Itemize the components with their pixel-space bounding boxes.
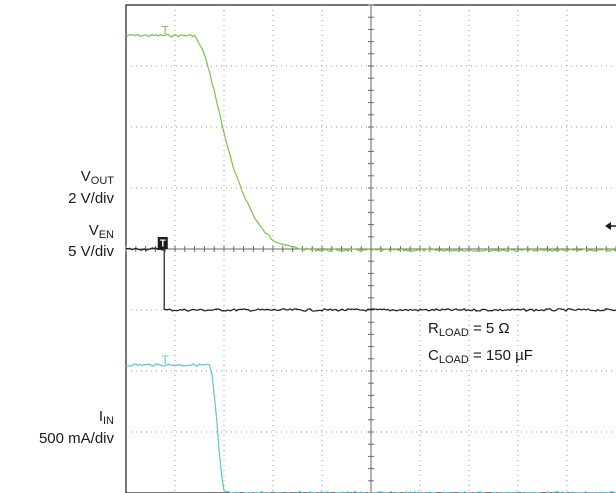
trigger-marker-ven [157,237,168,249]
c-load-annotation: CLOAD = 150 µF [428,347,533,366]
trigger-marker-label: T [160,239,166,250]
ven-label: VEN [88,222,114,241]
trigger-level-arrow-icon [605,222,611,230]
trace-vout [125,33,616,253]
vout-scale: 2 V/div [68,190,114,207]
grid [125,4,616,493]
trigger-marker-iin: T [162,353,170,367]
trigger-marker-vout: T [162,24,170,38]
ven-scale: 5 V/div [68,243,114,260]
r-load-annotation: RLOAD = 5 Ω [428,320,510,339]
iin-label: IIN [98,408,114,427]
vout-label: VOUT [80,168,114,187]
trigger-markers: T T T [157,24,170,367]
iin-scale: 500 mA/div [38,430,114,447]
trace-ven [125,247,616,313]
